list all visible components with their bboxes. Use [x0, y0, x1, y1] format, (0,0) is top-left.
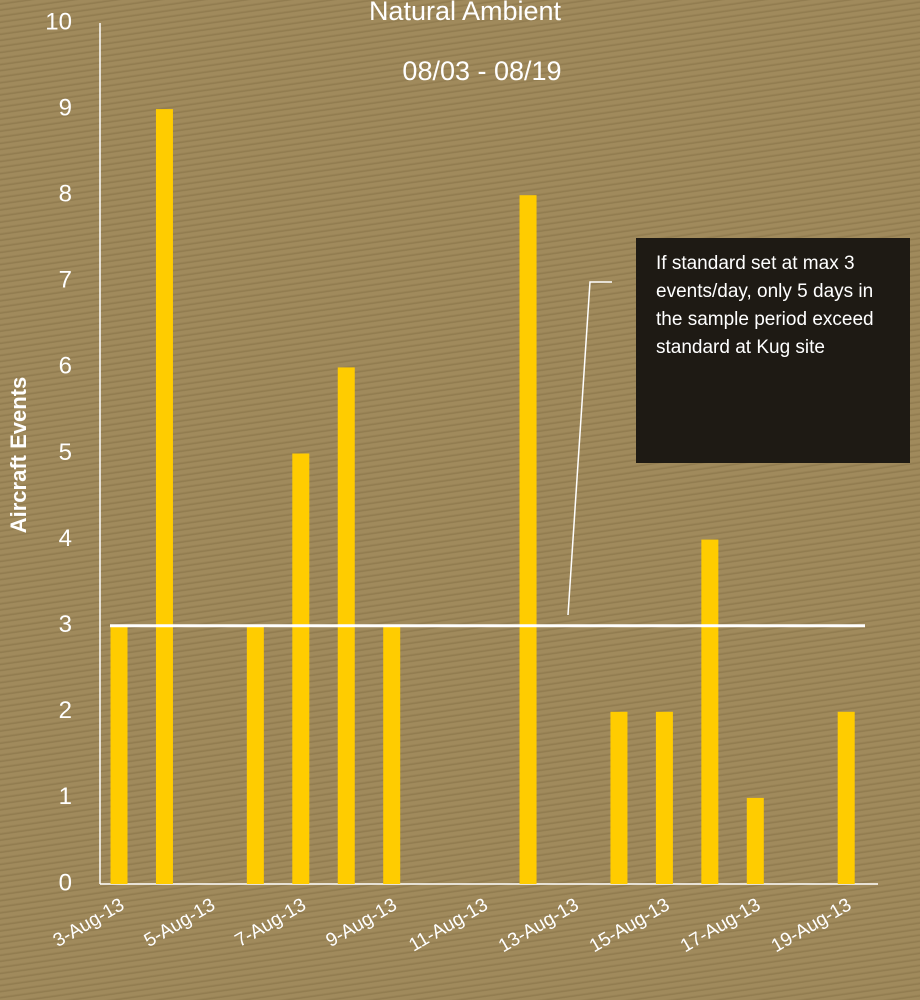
callout-leader [567, 281, 612, 616]
x-tick-label: 11-Aug-13 [405, 894, 491, 956]
bar [155, 109, 173, 885]
y-tick-label: 0 [59, 869, 72, 896]
x-tick-label: 5-Aug-13 [141, 894, 219, 951]
y-tick-label: 7 [59, 267, 72, 294]
x-tick-label: 3-Aug-13 [50, 894, 128, 951]
y-tick-label: 8 [59, 181, 72, 208]
bar [701, 539, 719, 884]
y-tick-label: 10 [45, 8, 72, 35]
y-tick-label: 1 [59, 783, 72, 810]
chart-subtitle: 08/03 - 08/19 [402, 56, 561, 86]
x-tick-label: 17-Aug-13 [677, 894, 764, 957]
bar [292, 453, 310, 884]
x-tick-label: 15-Aug-13 [586, 894, 673, 957]
y-tick-label: 3 [59, 611, 72, 638]
y-tick-label: 2 [59, 697, 72, 724]
x-tick-label: 19-Aug-13 [768, 894, 855, 957]
bar [610, 711, 628, 884]
x-tick-label: 13-Aug-13 [495, 894, 582, 957]
chart-title: Natural Ambient [369, 0, 562, 26]
y-tick-label: 9 [59, 94, 72, 121]
y-axis-label: Aircraft Events [6, 377, 31, 534]
bar [110, 625, 128, 884]
bar [246, 625, 264, 884]
bar [383, 625, 401, 884]
bar [655, 711, 673, 884]
y-tick-label: 5 [59, 439, 72, 466]
bar [519, 195, 537, 884]
bar [746, 797, 764, 884]
y-tick-label: 6 [59, 353, 72, 380]
bar [837, 711, 855, 884]
annotation: If standard set at max 3 events/day, onl… [636, 238, 910, 463]
x-tick-label: 9-Aug-13 [323, 894, 401, 951]
y-tick-label: 4 [59, 525, 72, 552]
x-tick-label: 7-Aug-13 [232, 894, 310, 951]
